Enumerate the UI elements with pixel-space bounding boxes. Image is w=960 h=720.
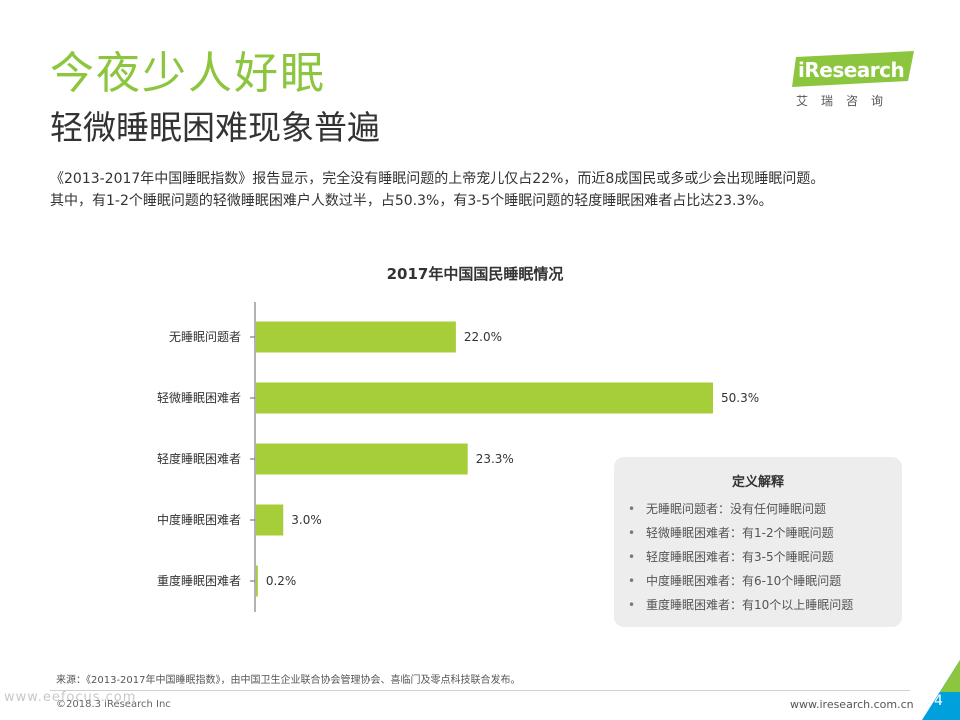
- data-label: 50.3%: [721, 391, 759, 405]
- bullet-icon: •: [628, 502, 636, 516]
- data-label: 3.0%: [291, 513, 322, 527]
- bullet-icon: •: [628, 598, 636, 612]
- iresearch-logo: iResearch 艾瑞咨询: [778, 48, 918, 114]
- definition-item: • 重度睡眠困难者：有10个以上睡眠问题: [628, 593, 853, 617]
- data-label: 23.3%: [476, 452, 514, 466]
- corner-decoration: [922, 660, 960, 720]
- footer-divider: [50, 690, 910, 691]
- intro-text: 《2013-2017年中国睡眠指数》报告显示，完全没有睡眠问题的上帝宠儿仅占22…: [50, 168, 912, 212]
- category-label: 无睡眠问题者: [169, 330, 241, 344]
- logo-wordmark: iResearch: [798, 58, 905, 82]
- definition-item: • 无睡眠问题者：没有任何睡眠问题: [628, 497, 853, 521]
- page-number: 4: [934, 693, 943, 709]
- copyright: ©2018.3 iResearch Inc: [56, 699, 171, 710]
- source-note: 来源：《2013-2017年中国睡眠指数》，由中国卫生企业联合协会管理协会、喜临…: [56, 675, 521, 686]
- page-subtitle: 轻微睡眠困难现象普遍: [50, 108, 380, 147]
- bar-chart: 无睡眠问题者 22.0% 轻微睡眠困难者 50.3% 轻度睡眠困难者 23.3% 中度睡眠困…: [157, 302, 759, 612]
- definition-box: 定义解释 • 无睡眠问题者：没有任何睡眠问题 • 轻微睡眠困难者：有1-2个睡眠问题…: [614, 457, 902, 627]
- data-label: 0.2%: [266, 574, 297, 588]
- category-label: 重度睡眠困难者: [157, 573, 241, 588]
- definition-item: • 轻微睡眠困难者：有1-2个睡眠问题: [628, 521, 853, 545]
- definition-item: • 中度睡眠困难者：有6-10个睡眠问题: [628, 569, 853, 593]
- definition-title: 定义解释: [731, 475, 784, 490]
- watermark: www.eefocus.com: [4, 690, 137, 705]
- intro-line-2: 其中，有1-2个睡眠问题的轻微睡眠困难户人数过半，占50.3%，有3-5个睡眠问…: [50, 193, 773, 209]
- chart-title: 2017年中国国民睡眠情况: [386, 265, 564, 283]
- bar: [256, 504, 284, 536]
- logo-badge-shape: [792, 51, 914, 87]
- bar: [256, 565, 258, 597]
- bullet-icon: •: [628, 526, 636, 540]
- definition-list: • 无睡眠问题者：没有任何睡眠问题 • 轻微睡眠困难者：有1-2个睡眠问题 • 轻度睡…: [628, 497, 853, 617]
- category-label: 轻微睡眠困难者: [157, 391, 241, 405]
- bar: [256, 443, 468, 475]
- bullet-icon: •: [628, 550, 636, 564]
- data-label: 22.0%: [464, 330, 502, 344]
- bullet-icon: •: [628, 574, 636, 588]
- page-title: 今夜少人好眠: [50, 48, 326, 99]
- definition-item: • 轻度睡眠困难者：有3-5个睡眠问题: [628, 545, 853, 569]
- bar: [256, 382, 713, 414]
- bar: [256, 321, 456, 353]
- logo-chinese-name: 艾瑞咨询: [796, 94, 897, 108]
- category-label: 中度睡眠困难者: [157, 512, 241, 527]
- intro-line-1: 《2013-2017年中国睡眠指数》报告显示，完全没有睡眠问题的上帝宠儿仅占22…: [50, 171, 825, 187]
- website-link[interactable]: www.iresearch.com.cn: [790, 698, 914, 711]
- category-label: 轻度睡眠困难者: [157, 451, 241, 466]
